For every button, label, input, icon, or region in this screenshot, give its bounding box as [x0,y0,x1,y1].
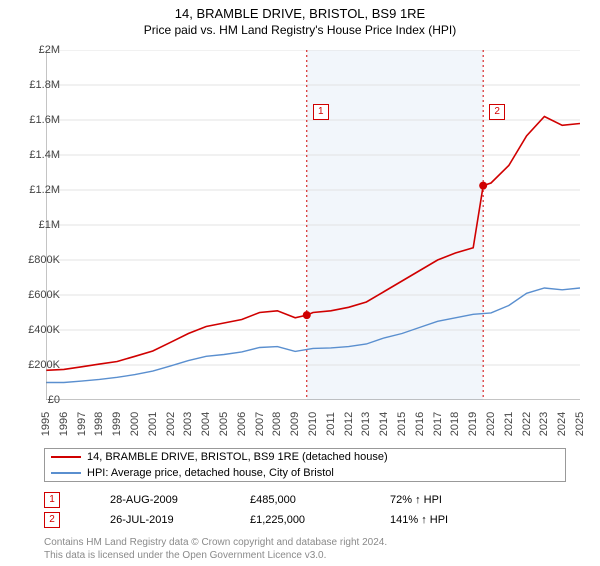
x-tick-label: 2016 [414,412,426,436]
sale-vs-hpi: 141% ↑ HPI [390,514,448,526]
x-tick-label: 2014 [378,412,390,436]
x-tick-label: 2008 [271,412,283,436]
y-tick-label: £400K [16,324,60,336]
legend-label: HPI: Average price, detached house, City… [87,467,334,479]
x-tick-label: 2009 [289,412,301,436]
x-tick-label: 2020 [485,412,497,436]
y-tick-label: £600K [16,289,60,301]
credits-line2: This data is licensed under the Open Gov… [44,550,387,563]
page-subtitle: Price paid vs. HM Land Registry's House … [0,23,600,37]
sale-row: 1 28-AUG-2009 £485,000 72% ↑ HPI [44,492,442,508]
legend-item: 14, BRAMBLE DRIVE, BRISTOL, BS9 1RE (det… [45,449,565,465]
sale-marker-box: 2 [44,512,60,528]
sale-price: £1,225,000 [250,514,350,526]
x-tick-label: 2015 [396,412,408,436]
x-tick-label: 2007 [254,412,266,436]
y-tick-label: £1.8M [16,79,60,91]
credits: Contains HM Land Registry data © Crown c… [44,537,387,562]
y-tick-label: £200K [16,359,60,371]
x-tick-label: 2010 [307,412,319,436]
x-tick-label: 1996 [58,412,70,436]
x-tick-label: 2012 [343,412,355,436]
legend: 14, BRAMBLE DRIVE, BRISTOL, BS9 1RE (det… [44,448,566,482]
x-tick-label: 2017 [432,412,444,436]
x-tick-label: 2000 [129,412,141,436]
x-tick-label: 2003 [182,412,194,436]
legend-swatch [51,472,81,474]
x-tick-label: 2005 [218,412,230,436]
legend-item: HPI: Average price, detached house, City… [45,465,565,481]
y-tick-label: £2M [16,44,60,56]
sale-price: £485,000 [250,494,350,506]
chart [46,50,580,400]
x-tick-label: 2013 [360,412,372,436]
x-tick-label: 2023 [538,412,550,436]
y-tick-label: £0 [16,394,60,406]
credits-line1: Contains HM Land Registry data © Crown c… [44,537,387,550]
x-tick-label: 1995 [40,412,52,436]
x-tick-label: 2006 [236,412,248,436]
x-tick-label: 1997 [76,412,88,436]
x-tick-label: 2001 [147,412,159,436]
x-tick-label: 2021 [503,412,515,436]
y-tick-label: £1.6M [16,114,60,126]
x-tick-label: 2018 [449,412,461,436]
y-tick-label: £800K [16,254,60,266]
page-title: 14, BRAMBLE DRIVE, BRISTOL, BS9 1RE [0,6,600,21]
sale-row: 2 26-JUL-2019 £1,225,000 141% ↑ HPI [44,512,448,528]
x-tick-label: 2025 [574,412,586,436]
chart-svg [46,50,580,400]
x-tick-label: 2022 [521,412,533,436]
sale-marker-box: 1 [44,492,60,508]
chart-sale-marker: 1 [313,104,329,120]
chart-sale-marker: 2 [489,104,505,120]
root: 14, BRAMBLE DRIVE, BRISTOL, BS9 1RE Pric… [0,6,600,566]
y-tick-label: £1.2M [16,184,60,196]
y-tick-label: £1.4M [16,149,60,161]
x-tick-label: 1999 [111,412,123,436]
y-tick-label: £1M [16,219,60,231]
x-tick-label: 2004 [200,412,212,436]
legend-swatch [51,456,81,458]
sale-date: 26-JUL-2019 [110,514,210,526]
legend-label: 14, BRAMBLE DRIVE, BRISTOL, BS9 1RE (det… [87,451,388,463]
x-tick-label: 2011 [325,412,337,436]
x-tick-label: 2002 [165,412,177,436]
x-tick-label: 2019 [467,412,479,436]
x-tick-label: 2024 [556,412,568,436]
x-tick-label: 1998 [93,412,105,436]
sale-vs-hpi: 72% ↑ HPI [390,494,442,506]
sale-date: 28-AUG-2009 [110,494,210,506]
